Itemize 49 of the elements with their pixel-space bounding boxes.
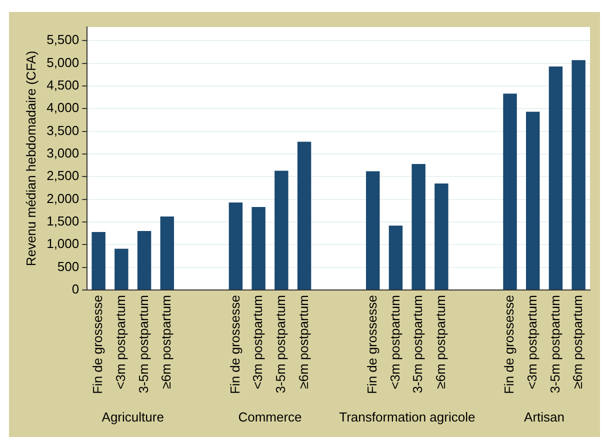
y-tick-label: 1,000 bbox=[46, 236, 80, 252]
y-tick-label: 3,000 bbox=[46, 146, 80, 161]
x-tick-label: 3-5m postpartum bbox=[136, 295, 151, 394]
y-tick-label: 2,500 bbox=[46, 168, 80, 184]
bar bbox=[160, 216, 174, 290]
bar bbox=[114, 248, 128, 290]
x-tick-label: Fin de grossesse bbox=[364, 295, 380, 394]
x-tick-label: ≥6m postpartum bbox=[158, 295, 174, 389]
bar bbox=[297, 142, 312, 290]
y-tick-label: 5,000 bbox=[46, 54, 80, 70]
y-tick-label: 0 bbox=[72, 282, 80, 297]
bar bbox=[434, 183, 448, 290]
x-tick-label: ≥6m postpartum bbox=[570, 295, 586, 389]
x-tick-label: 3-5m postpartum bbox=[273, 295, 288, 394]
y-tick-label: 5,500 bbox=[46, 32, 80, 48]
bar bbox=[388, 226, 403, 290]
bar bbox=[548, 66, 563, 290]
y-tick-label: 4,500 bbox=[46, 78, 80, 93]
x-tick-label: Fin de grossesse bbox=[227, 295, 242, 394]
y-tick-label: 500 bbox=[57, 258, 80, 274]
x-tick-label: <3m postpartum bbox=[387, 295, 402, 390]
y-tick-label: 4,000 bbox=[46, 100, 80, 116]
bar bbox=[137, 231, 152, 290]
y-tick-label: 2,000 bbox=[46, 190, 80, 206]
bar bbox=[572, 60, 586, 290]
x-tick-label: 3-5m postpartum bbox=[547, 295, 562, 394]
x-tick-label: ≥6m postpartum bbox=[433, 295, 448, 389]
x-tick-label: 3-5m postpartum bbox=[410, 295, 426, 394]
x-tick-label: <3m postpartum bbox=[250, 295, 266, 390]
bar bbox=[228, 202, 243, 290]
y-tick-label: 3,500 bbox=[46, 122, 80, 138]
y-tick-label: 1,500 bbox=[46, 214, 80, 229]
bar bbox=[92, 232, 106, 290]
text: Transformation agricole bbox=[339, 410, 476, 425]
x-tick-label: ≥6m postpartum bbox=[296, 295, 311, 389]
text: Agriculture bbox=[102, 410, 164, 425]
bar bbox=[274, 170, 288, 290]
x-tick-label: Fin de grossesse bbox=[502, 295, 517, 394]
text: Commerce bbox=[238, 410, 302, 425]
bar bbox=[252, 207, 266, 290]
bar bbox=[412, 164, 426, 290]
text: Artisan bbox=[524, 410, 565, 425]
bar bbox=[503, 94, 517, 290]
x-tick-label: Fin de grossesse bbox=[90, 295, 106, 394]
bar bbox=[526, 112, 540, 290]
bar bbox=[366, 171, 380, 290]
x-tick-label: <3m postpartum bbox=[524, 295, 540, 390]
y-axis-title: Revenu médian hebdomadaire (CFA) bbox=[23, 50, 38, 266]
x-tick-label: <3m postpartum bbox=[112, 295, 128, 390]
